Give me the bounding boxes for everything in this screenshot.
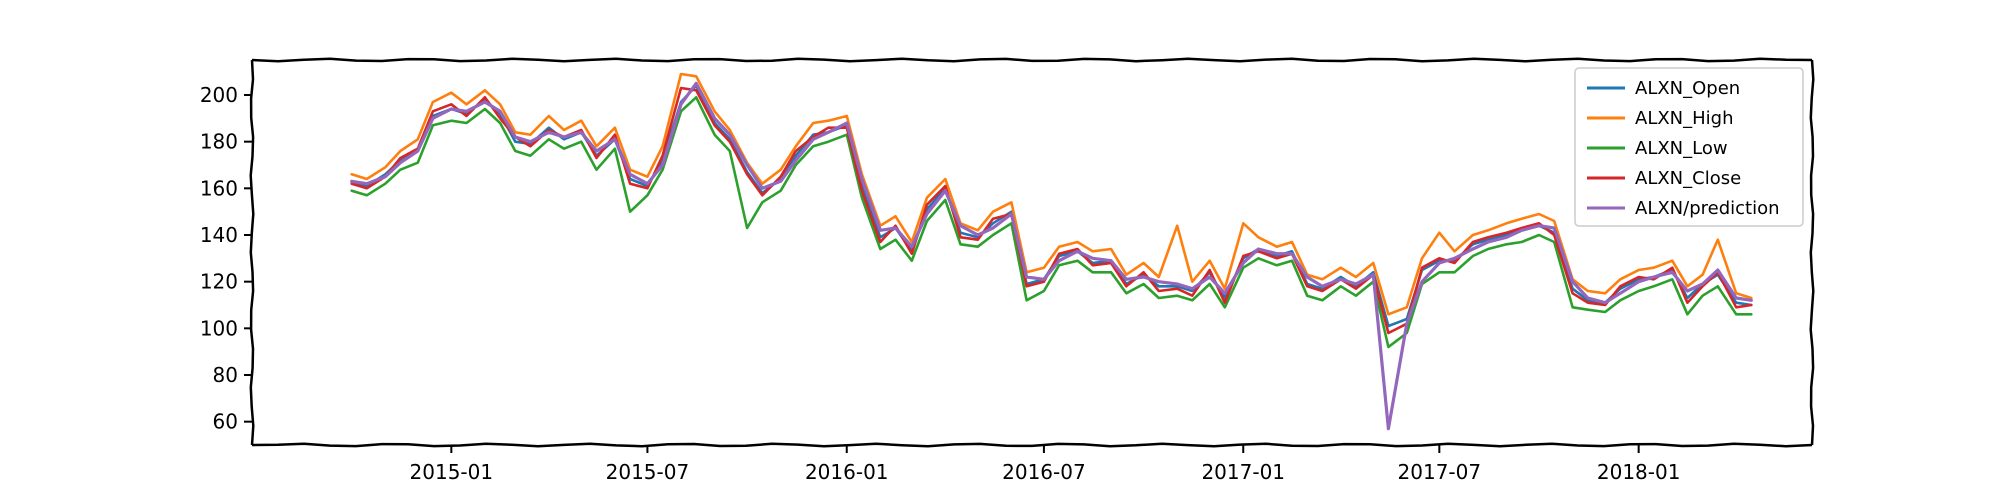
legend-label-alxn-prediction: ALXN/prediction [1635,198,1780,219]
axis-border-bottom [251,442,1813,448]
x-tick-label: 2016-07 [1002,460,1086,484]
series-line-alxn-low [350,96,1753,349]
y-tick-label: 200 [200,83,238,107]
x-tick-label: 2015-07 [606,460,690,484]
axes-layer: 60 80 100 120 140 160 180 200 2015-01 2015-07 2016… [200,57,1815,484]
y-tick-label: 180 [200,130,238,154]
legend: ALXN_Open ALXN_High ALXN_Low ALXN_Close ALXN… [1574,67,1804,227]
legend-label-alxn-low: ALXN_Low [1635,138,1728,159]
axis-border-left [249,59,255,446]
y-tick-label: 140 [200,223,238,247]
y-tick-label: 160 [200,176,238,200]
axis-border-top [251,57,1813,63]
series-line-alxn-open [350,84,1753,328]
legend-label-alxn-high: ALXN_High [1635,108,1734,129]
series-line-alxn-close [350,86,1753,335]
series-layer [350,72,1753,431]
y-tick-label: 80 [213,363,238,387]
y-tick-label: 60 [213,410,238,434]
axis-border-right [1809,59,1815,446]
y-tick-label: 100 [200,316,238,340]
x-tick-label: 2017-07 [1398,460,1482,484]
series-line-alxn-high [350,72,1753,316]
y-tick-label: 120 [200,270,238,294]
legend-label-alxn-open: ALXN_Open [1635,78,1740,99]
x-tick-label: 2018-01 [1597,460,1681,484]
x-tick-label: 2015-01 [410,460,494,484]
x-tick-label: 2017-01 [1201,460,1285,484]
legend-label-alxn-close: ALXN_Close [1635,168,1741,189]
legend-box [1574,67,1804,227]
series-line-alxn-prediction [350,81,1753,431]
x-tick-label: 2016-01 [805,460,889,484]
